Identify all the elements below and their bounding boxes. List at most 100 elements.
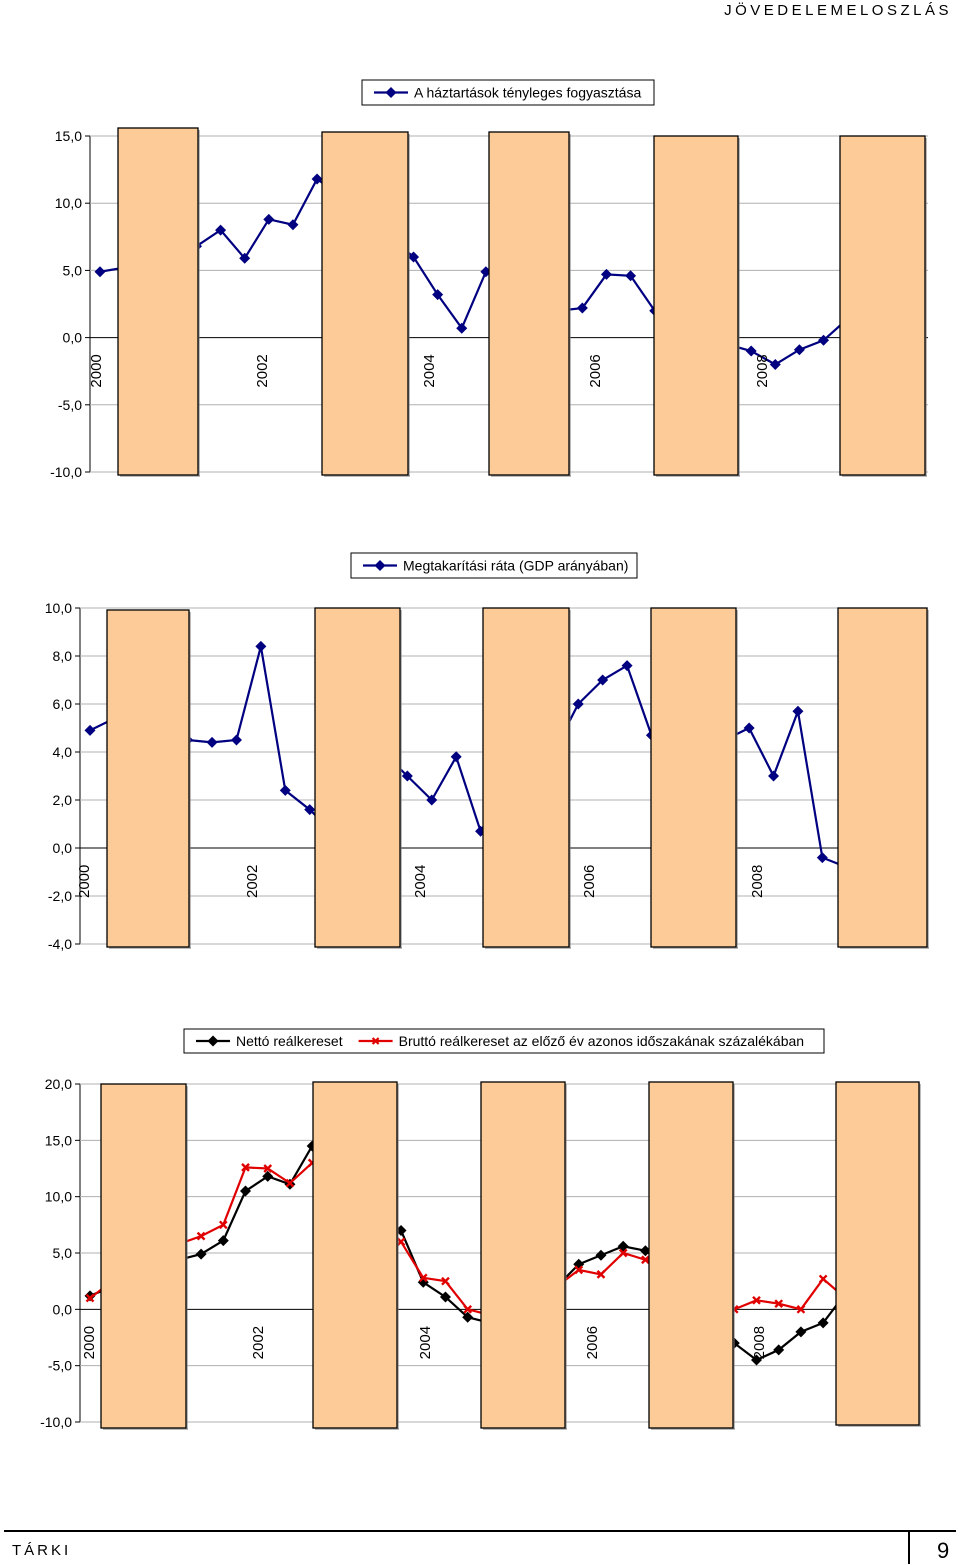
- data-point: [218, 1220, 228, 1230]
- data-point: [241, 1163, 250, 1172]
- data-point: [408, 251, 420, 263]
- year-band: [480, 1081, 566, 1429]
- legend-label: A háztartások tényleges fogyasztása: [414, 85, 641, 101]
- data-point: [217, 1235, 229, 1247]
- data-point: [240, 1185, 252, 1197]
- legend-label: Nettó reálkereset: [236, 1033, 343, 1049]
- data-point: [206, 736, 218, 748]
- legend-label: Bruttó reálkereset az előző év azonos id…: [399, 1033, 804, 1049]
- data-point: [796, 1304, 806, 1314]
- y-tick-label: -2,0: [48, 888, 72, 904]
- legend-label: Megtakarítási ráta (GDP arányában): [403, 558, 628, 574]
- data-point: [625, 270, 637, 282]
- data-point: [595, 1249, 607, 1261]
- data-point: [84, 1290, 96, 1302]
- footer-brand: TÁRKI: [12, 1542, 72, 1559]
- y-tick-label: -10,0: [50, 464, 82, 480]
- page-number: 9: [937, 1538, 950, 1563]
- data-point: [743, 722, 755, 734]
- data-point: [94, 266, 106, 278]
- data-point: [795, 1326, 807, 1338]
- data-point: [195, 1248, 207, 1260]
- data-point: [769, 358, 781, 370]
- year-label: 2000: [88, 354, 105, 387]
- data-point: [816, 852, 828, 864]
- y-tick-label: 5,0: [53, 1245, 73, 1261]
- data-point: [641, 1255, 650, 1265]
- data-point: [426, 794, 438, 806]
- data-point: [287, 219, 299, 231]
- data-point: [574, 1265, 584, 1275]
- data-point: [597, 674, 609, 686]
- data-point: [196, 1231, 206, 1241]
- year-band: [648, 1081, 734, 1429]
- legend-box: [183, 1028, 825, 1054]
- data-point: [572, 698, 584, 710]
- chart-consumption: 15,0 10,0 5,0 0,0 -5,0 -10,0 2000 2002 2004 2006 2…: [50, 79, 928, 480]
- data-point: [774, 1299, 784, 1309]
- year-label: 2004: [417, 1326, 434, 1359]
- legend-marker: [374, 560, 386, 571]
- data-point: [621, 660, 633, 672]
- data-point: [418, 1273, 428, 1283]
- year-band: [837, 607, 928, 948]
- year-label: 2002: [244, 865, 261, 898]
- year-band: [488, 131, 570, 476]
- section-header: JÖVEDELEMELOSZLÁS: [724, 2, 952, 19]
- year-band: [839, 135, 926, 476]
- y-tick-label: 8,0: [53, 648, 73, 664]
- year-band: [835, 1081, 920, 1426]
- year-label: 2008: [749, 865, 766, 898]
- data-point: [792, 705, 804, 717]
- data-point: [745, 345, 757, 357]
- data-point: [450, 751, 462, 763]
- data-point: [239, 252, 251, 264]
- data-point: [262, 1170, 274, 1182]
- year-label: 2000: [81, 1326, 98, 1359]
- year-label: 2000: [76, 865, 93, 898]
- y-tick-label: 5,0: [63, 262, 83, 278]
- data-point: [639, 1245, 651, 1257]
- y-tick-label: 0,0: [63, 330, 83, 346]
- year-band: [117, 127, 199, 476]
- y-tick-label: -5,0: [58, 397, 82, 413]
- data-point: [817, 1317, 829, 1329]
- legend-box: [361, 79, 655, 106]
- data-point: [432, 289, 444, 301]
- footer-rule: [4, 1530, 956, 1532]
- data-point: [793, 344, 805, 356]
- y-tick-label: 2,0: [53, 792, 73, 808]
- year-label: 2006: [587, 354, 604, 387]
- legend-marker: [371, 1037, 380, 1045]
- year-label: 2008: [754, 354, 771, 387]
- data-point: [818, 1274, 828, 1284]
- legend-marker: [385, 87, 397, 98]
- data-point: [230, 734, 242, 746]
- data-point: [304, 804, 316, 816]
- chart-real-wages: 20,0 15,0 10,0 5,0 0,0 -5,0 -10,0 2000 2002 2004 2…: [40, 1028, 921, 1430]
- year-band: [100, 1083, 187, 1429]
- year-band: [106, 609, 190, 948]
- year-band: [482, 607, 570, 948]
- y-tick-label: 10,0: [55, 195, 82, 211]
- y-tick-label: 10,0: [45, 600, 72, 616]
- data-point: [215, 224, 227, 236]
- year-label: 2006: [581, 865, 598, 898]
- year-band: [650, 607, 737, 948]
- y-tick-label: 10,0: [45, 1189, 72, 1205]
- data-point: [596, 1270, 606, 1279]
- data-point: [396, 1237, 406, 1247]
- y-tick-label: 6,0: [53, 696, 73, 712]
- y-tick-label: 20,0: [45, 1076, 72, 1092]
- data-point: [401, 770, 413, 782]
- year-label: 2006: [584, 1326, 601, 1359]
- year-label: 2004: [421, 354, 438, 387]
- data-point: [462, 1311, 474, 1323]
- data-point: [768, 770, 780, 782]
- year-band: [312, 1081, 398, 1429]
- data-point: [463, 1304, 473, 1314]
- data-point: [773, 1344, 785, 1356]
- footer-divider: [908, 1530, 910, 1564]
- data-point: [311, 173, 323, 185]
- data-point: [576, 302, 588, 314]
